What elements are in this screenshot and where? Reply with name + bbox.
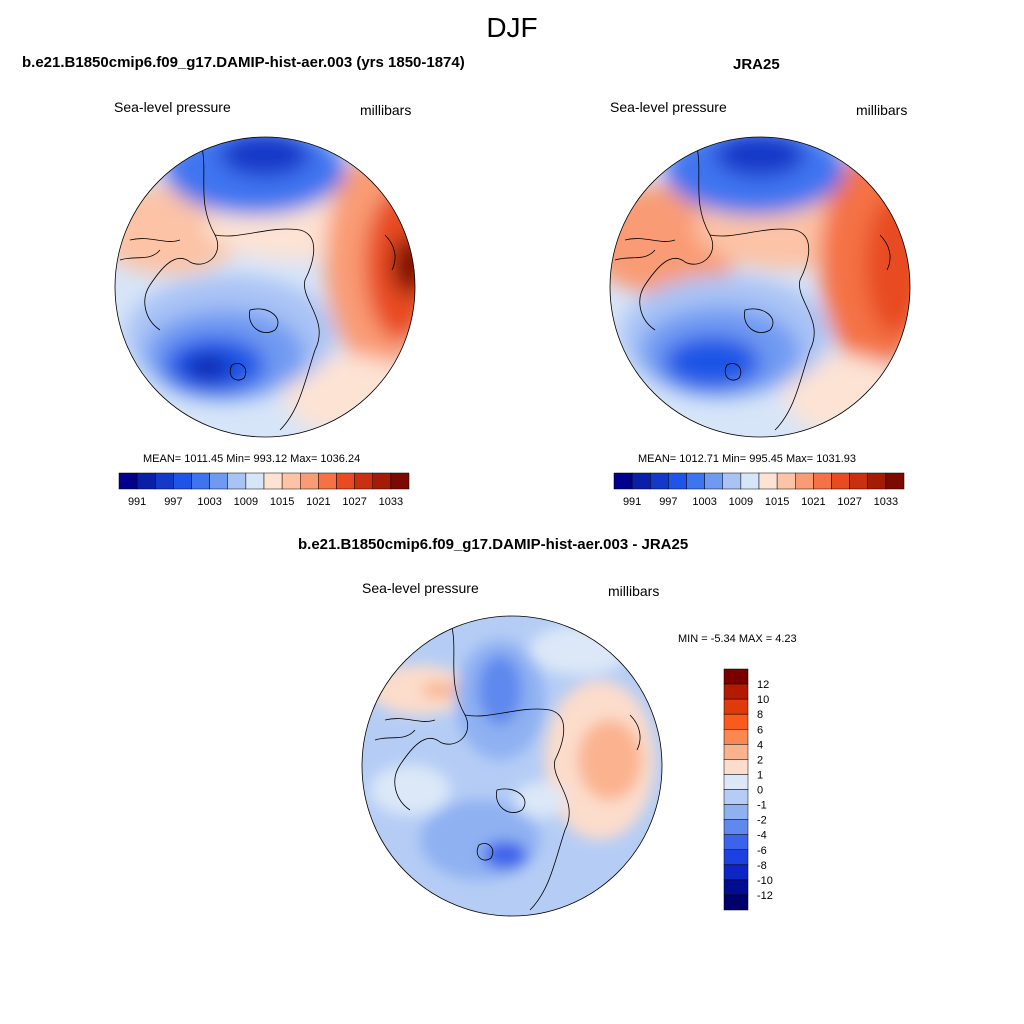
model-colorbar-swatch xyxy=(191,472,210,490)
model-colorbar-swatch xyxy=(372,472,392,490)
diff-colorbar-swatch xyxy=(723,698,749,715)
obs-colorbar-swatch xyxy=(613,472,633,490)
diff-colorbar-swatch xyxy=(723,819,749,835)
diff-colorbar-tick-label: -10 xyxy=(757,875,773,887)
diff-colorbar-swatch xyxy=(723,774,749,790)
diff-stats: MIN = -5.34 MAX = 4.23 xyxy=(678,633,797,645)
obs-colorbar-swatch xyxy=(758,472,778,490)
obs-colorbar: 991 997 1003 1009 1015 1021 1027 1033 xyxy=(613,472,905,508)
obs-colorbar-swatch xyxy=(722,472,742,490)
season-title: DJF xyxy=(486,12,538,43)
obs-colorbar-tick-label: 1021 xyxy=(801,496,825,508)
obs-colorbar-swatch xyxy=(650,472,669,490)
diff-colorbar-tick-label: 0 xyxy=(757,785,763,797)
model-colorbar-tick-label: 1033 xyxy=(379,496,403,508)
obs-variable-label: Sea-level pressure xyxy=(610,99,727,115)
obs-colorbar-swatch xyxy=(686,472,705,490)
model-colorbar: 991 997 1003 1009 1015 1021 1027 1033 xyxy=(118,472,410,508)
obs-colorbar-tick-label: 1009 xyxy=(729,496,753,508)
diff-colorbar-tick-label: 10 xyxy=(757,694,769,706)
obs-colorbar-tick-label: 991 xyxy=(623,496,641,508)
obs-colorbar-swatch xyxy=(668,472,687,490)
model-colorbar-tick-label: 1027 xyxy=(342,496,366,508)
obs-colorbar-swatch xyxy=(795,472,814,490)
obs-stats: MEAN= 1012.71 Min= 995.45 Max= 1031.93 xyxy=(638,453,857,465)
obs-colorbar-swatch xyxy=(740,472,760,490)
model-colorbar-tick-label: 1003 xyxy=(197,496,221,508)
diff-colorbar-tick-label: 1 xyxy=(757,769,763,781)
diff-colorbar-tick-label: 12 xyxy=(757,679,769,691)
diff-colorbar-swatch xyxy=(723,713,749,730)
diff-colorbar-tick-label: -12 xyxy=(757,890,773,902)
obs-colorbar-swatch xyxy=(867,472,887,490)
model-slp-map xyxy=(114,136,416,438)
model-colorbar-swatch xyxy=(209,472,228,490)
model-colorbar-swatch xyxy=(155,472,174,490)
obs-colorbar-swatch xyxy=(831,472,850,490)
diff-colorbar-swatch xyxy=(723,834,749,850)
obs-colorbar-tick-label: 1033 xyxy=(874,496,898,508)
model-colorbar-tick-label: 1021 xyxy=(306,496,330,508)
model-colorbar-swatch xyxy=(336,472,355,490)
model-colorbar-tick-label: 991 xyxy=(128,496,146,508)
obs-units-label: millibars xyxy=(856,102,908,118)
diff-colorbar-tick-label: -6 xyxy=(757,845,767,857)
diff-colorbar-swatch xyxy=(723,744,749,760)
model-colorbar-tick-label: 997 xyxy=(164,496,182,508)
model-colorbar-swatch xyxy=(281,472,301,490)
diff-colorbar-tick-label: 8 xyxy=(757,709,763,721)
model-variable-label: Sea-level pressure xyxy=(114,99,231,115)
model-colorbar-swatch xyxy=(173,472,192,490)
model-colorbar-swatch xyxy=(227,472,247,490)
model-colorbar-tick-label: 1009 xyxy=(234,496,258,508)
diff-colorbar-swatch xyxy=(723,804,749,820)
model-colorbar-swatch xyxy=(245,472,265,490)
obs-panel-title: JRA25 xyxy=(733,56,780,73)
model-colorbar-swatch xyxy=(300,472,319,490)
diff-colorbar-swatch xyxy=(723,894,749,911)
diff-colorbar-tick-label: 4 xyxy=(757,739,763,751)
model-colorbar-tick-label: 1015 xyxy=(270,496,294,508)
diff-colorbar-swatch xyxy=(723,789,749,805)
obs-colorbar-swatch xyxy=(776,472,796,490)
diff-colorbar-swatch xyxy=(723,849,749,866)
obs-colorbar-tick-label: 1027 xyxy=(837,496,861,508)
diff-panel-title: b.e21.B1850cmip6.f09_g17.DAMIP-hist-aer.… xyxy=(298,536,689,553)
obs-colorbar-tick-label: 1003 xyxy=(692,496,716,508)
model-colorbar-swatch xyxy=(354,472,373,490)
obs-colorbar-tick-label: 997 xyxy=(659,496,677,508)
obs-colorbar-swatch xyxy=(813,472,832,490)
obs-colorbar-tick-label: 1015 xyxy=(765,496,789,508)
diff-colorbar-swatch xyxy=(723,683,749,700)
model-stats: MEAN= 1011.45 Min= 993.12 Max= 1036.24 xyxy=(143,453,361,465)
diff-colorbar-swatch xyxy=(723,729,749,745)
diff-colorbar-tick-label: -1 xyxy=(757,800,767,812)
diff-colorbar-swatch xyxy=(723,879,749,896)
diff-colorbar-swatch xyxy=(723,759,749,775)
diff-units-label: millibars xyxy=(608,583,660,599)
diff-colorbar-tick-label: -4 xyxy=(757,830,767,842)
model-colorbar-swatch xyxy=(118,472,138,490)
model-colorbar-swatch xyxy=(263,472,283,490)
model-colorbar-swatch xyxy=(136,472,156,490)
diff-colorbar-swatch xyxy=(723,864,749,881)
obs-colorbar-swatch xyxy=(704,472,723,490)
diff-slp-map xyxy=(361,615,663,917)
diff-colorbar-tick-label: -8 xyxy=(757,860,767,872)
model-units-label: millibars xyxy=(360,102,412,118)
obs-colorbar-swatch xyxy=(631,472,651,490)
diff-variable-label: Sea-level pressure xyxy=(362,580,479,596)
model-colorbar-swatch xyxy=(318,472,337,490)
diff-colorbar-tick-label: 6 xyxy=(757,724,763,736)
model-panel-title: b.e21.B1850cmip6.f09_g17.DAMIP-hist-aer.… xyxy=(22,54,465,71)
diff-colorbar-tick-label: 2 xyxy=(757,754,763,766)
model-colorbar-swatch xyxy=(390,472,410,490)
obs-colorbar-swatch xyxy=(885,472,905,490)
diff-colorbar-tick-label: -2 xyxy=(757,815,767,827)
diff-colorbar-swatch xyxy=(723,668,749,685)
obs-slp-map xyxy=(609,136,911,438)
obs-colorbar-swatch xyxy=(849,472,868,490)
